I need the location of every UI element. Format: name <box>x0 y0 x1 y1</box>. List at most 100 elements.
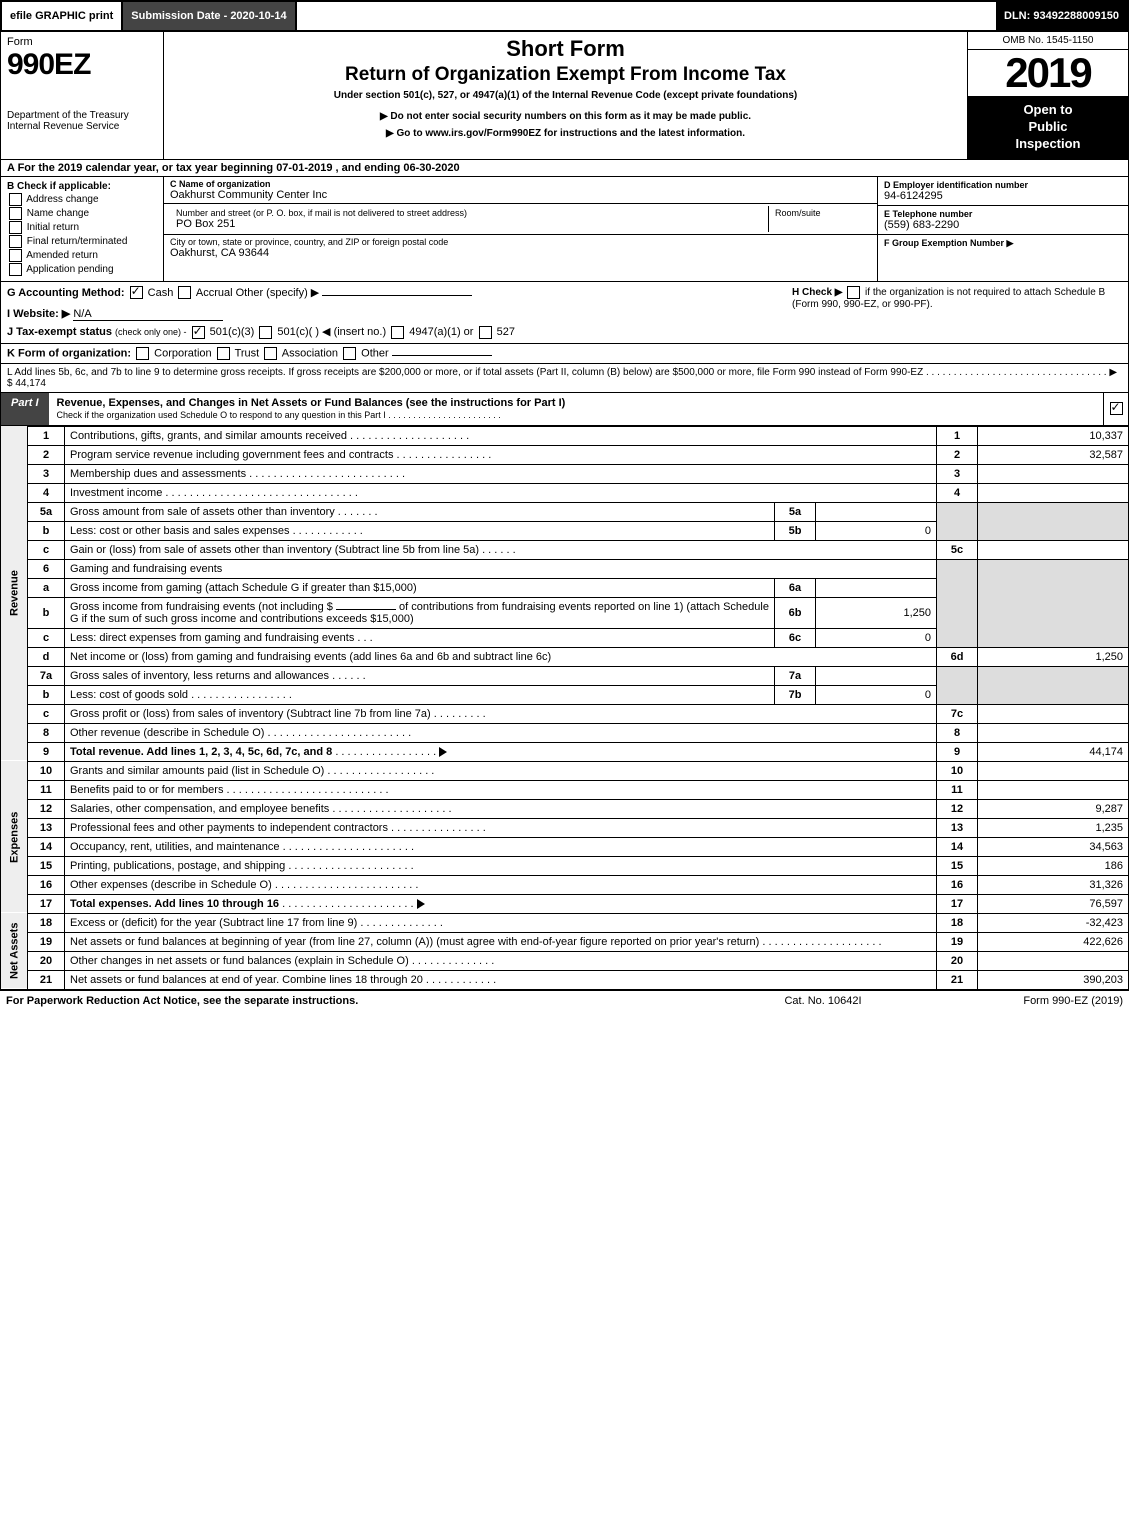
ln17-ref: 17 <box>937 894 978 913</box>
ln7b-subval: 0 <box>816 685 937 704</box>
chk-initial-return[interactable]: Initial return <box>7 221 157 234</box>
ln13-val: 1,235 <box>978 818 1129 837</box>
ln10-num: 10 <box>28 761 65 780</box>
chk-4947[interactable] <box>391 326 404 339</box>
open-public-box: Open to Public Inspection <box>968 96 1128 159</box>
ln21-val: 390,203 <box>978 970 1129 989</box>
ln7a-num: 7a <box>28 666 65 685</box>
chk-other-org[interactable] <box>343 347 356 360</box>
line-a: A For the 2019 calendar year, or tax yea… <box>0 160 1129 177</box>
ln7a-subval <box>816 666 937 685</box>
ln20-desc: Other changes in net assets or fund bala… <box>65 951 937 970</box>
ln18-ref: 18 <box>937 913 978 932</box>
ln10-desc: Grants and similar amounts paid (list in… <box>65 761 937 780</box>
open-line1: Open to <box>972 102 1124 119</box>
opt-insert: ◀ (insert no.) <box>322 326 386 338</box>
ln7c-val <box>978 704 1129 723</box>
ln5-greyval <box>978 502 1129 540</box>
ln11-num: 11 <box>28 780 65 799</box>
ln7a-desc: Gross sales of inventory, less returns a… <box>65 666 775 685</box>
l-val: 44,174 <box>15 378 46 389</box>
lines-table: Revenue 1 Contributions, gifts, grants, … <box>0 426 1129 990</box>
ln14-ref: 14 <box>937 837 978 856</box>
chk-501c3[interactable] <box>192 326 205 339</box>
ln5b-desc: Less: cost or other basis and sales expe… <box>65 521 775 540</box>
ln16-num: 16 <box>28 875 65 894</box>
group-label: F Group Exemption Number ▶ <box>884 238 1122 249</box>
ln5-grey <box>937 502 978 540</box>
chk-amended-return[interactable]: Amended return <box>7 249 157 262</box>
ln6-num: 6 <box>28 559 65 578</box>
footer: For Paperwork Reduction Act Notice, see … <box>0 990 1129 1011</box>
opt-4947: 4947(a)(1) or <box>409 326 473 338</box>
part1-check[interactable] <box>1103 393 1128 425</box>
ln11-ref: 11 <box>937 780 978 799</box>
irs-label: Internal Revenue Service <box>7 121 157 132</box>
j-label: J Tax-exempt status <box>7 326 112 338</box>
chk-application-pending[interactable]: Application pending <box>7 263 157 276</box>
ln3-val <box>978 464 1129 483</box>
part1-title: Revenue, Expenses, and Changes in Net As… <box>49 393 1103 425</box>
ln4-desc: Investment income . . . . . . . . . . . … <box>65 483 937 502</box>
chk-527[interactable] <box>479 326 492 339</box>
part1-sub: Check if the organization used Schedule … <box>57 410 501 420</box>
row-k: K Form of organization: Corporation Trus… <box>0 344 1129 364</box>
ln5c-val <box>978 540 1129 559</box>
ln4-val <box>978 483 1129 502</box>
tel-label: E Telephone number <box>884 209 1122 219</box>
ln6a-num: a <box>28 578 65 597</box>
ln16-val: 31,326 <box>978 875 1129 894</box>
chk-name-change[interactable]: Name change <box>7 207 157 220</box>
org-name-label: C Name of organization <box>170 179 871 189</box>
col-b-title: B Check if applicable: <box>7 181 157 192</box>
ln17-desc: Total expenses. Add lines 10 through 16 … <box>65 894 937 913</box>
ln12-num: 12 <box>28 799 65 818</box>
dept-label: Department of the Treasury <box>7 110 157 121</box>
omb-number: OMB No. 1545-1150 <box>968 32 1128 50</box>
ln5a-subval <box>816 502 937 521</box>
tax-year: 2019 <box>968 50 1128 96</box>
ln7b-sub: 7b <box>775 685 816 704</box>
ln19-val: 422,626 <box>978 932 1129 951</box>
chk-address-change[interactable]: Address change <box>7 193 157 206</box>
netassets-label: Net Assets <box>1 913 28 989</box>
tel-block: E Telephone number (559) 683-2290 <box>878 206 1128 235</box>
ln20-num: 20 <box>28 951 65 970</box>
col-d: D Employer identification number 94-6124… <box>877 177 1128 281</box>
chk-assoc[interactable] <box>264 347 277 360</box>
chk-final-return[interactable]: Final return/terminated <box>7 235 157 248</box>
chk-cash[interactable] <box>130 286 143 299</box>
ln1-desc: Contributions, gifts, grants, and simila… <box>65 426 937 445</box>
opt-other-org: Other <box>361 347 389 359</box>
ln15-val: 186 <box>978 856 1129 875</box>
ln20-ref: 20 <box>937 951 978 970</box>
ln7-grey <box>937 666 978 704</box>
chk-trust[interactable] <box>217 347 230 360</box>
ln12-val: 9,287 <box>978 799 1129 818</box>
ln18-val: -32,423 <box>978 913 1129 932</box>
city-value: Oakhurst, CA 93644 <box>170 247 871 259</box>
other-input[interactable] <box>322 295 472 296</box>
ln7b-num: b <box>28 685 65 704</box>
chk-501c[interactable] <box>259 326 272 339</box>
ln6c-subval: 0 <box>816 628 937 647</box>
ln9-ref: 9 <box>937 742 978 761</box>
org-name: Oakhurst Community Center Inc <box>170 189 871 201</box>
chk-h[interactable] <box>847 286 860 299</box>
ln6b-sub: 6b <box>775 597 816 628</box>
form-header: Form 990EZ Department of the Treasury In… <box>0 32 1129 160</box>
ln19-ref: 19 <box>937 932 978 951</box>
part1-tab: Part I <box>1 393 49 425</box>
efile-label[interactable]: efile GRAPHIC print <box>2 2 123 30</box>
ln14-num: 14 <box>28 837 65 856</box>
ln7a-sub: 7a <box>775 666 816 685</box>
open-line2: Public <box>972 119 1124 136</box>
header-center: Short Form Return of Organization Exempt… <box>164 32 967 159</box>
row-g: G Accounting Method: Cash Accrual Other … <box>7 286 780 300</box>
ln1-ref: 1 <box>937 426 978 445</box>
chk-corp[interactable] <box>136 347 149 360</box>
goto-link[interactable]: ▶ Go to www.irs.gov/Form990EZ for instru… <box>172 128 959 139</box>
chk-accrual[interactable] <box>178 286 191 299</box>
other-org-input[interactable] <box>392 355 492 356</box>
opt-501c3: 501(c)(3) <box>210 326 255 338</box>
